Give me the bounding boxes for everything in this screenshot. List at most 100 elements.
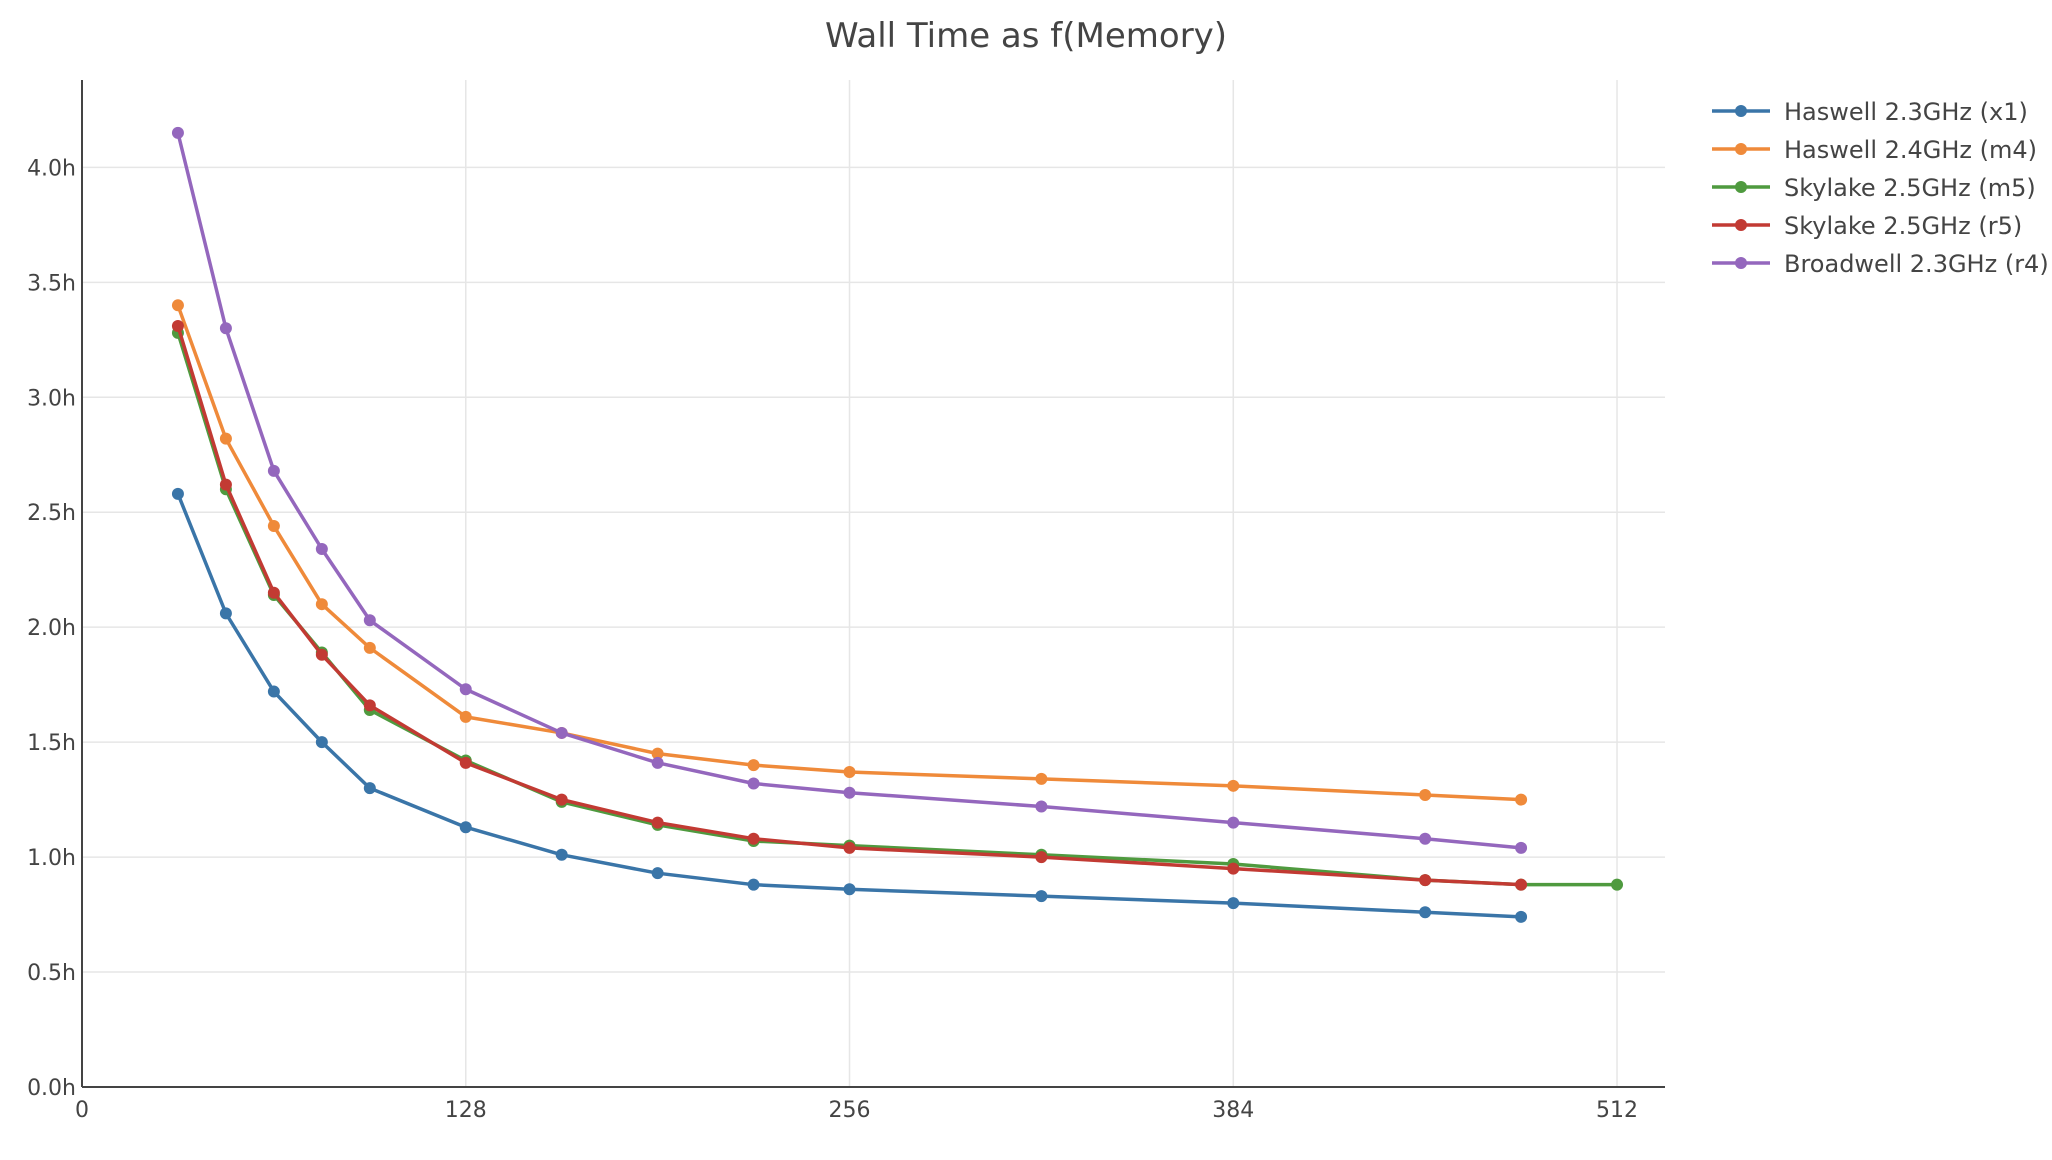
data-point <box>1419 832 1432 845</box>
data-point <box>1035 772 1048 785</box>
data-point <box>1515 841 1528 854</box>
data-point <box>171 487 184 500</box>
data-point <box>1611 878 1624 891</box>
legend-label: Skylake 2.5GHz (r5) <box>1784 212 2022 240</box>
data-point <box>171 126 184 139</box>
data-point <box>1035 851 1048 864</box>
data-point <box>555 726 568 739</box>
legend-item: Broadwell 2.3GHz (r4) <box>1712 250 2049 278</box>
x-tick-label: 128 <box>445 1098 487 1123</box>
data-point <box>1515 910 1528 923</box>
data-point <box>651 756 664 769</box>
data-point <box>219 478 232 491</box>
data-point <box>315 598 328 611</box>
data-point <box>267 520 280 533</box>
legend-swatch-marker <box>1735 257 1747 269</box>
data-point <box>459 683 472 696</box>
x-tick-label: 384 <box>1212 1098 1254 1123</box>
data-point <box>1035 890 1048 903</box>
data-point <box>651 747 664 760</box>
data-point <box>555 848 568 861</box>
series-line <box>176 304 1522 802</box>
legend-item: Haswell 2.4GHz (m4) <box>1712 136 2037 164</box>
y-tick-label: 3.5h <box>27 271 76 296</box>
legend-swatch-marker <box>1735 181 1747 193</box>
data-point <box>267 685 280 698</box>
data-point <box>315 648 328 661</box>
data-point <box>1419 789 1432 802</box>
data-point <box>171 320 184 333</box>
x-tick-label: 256 <box>829 1098 871 1123</box>
data-point <box>459 821 472 834</box>
series-line <box>176 332 1618 887</box>
series-group <box>171 326 1624 891</box>
data-point <box>219 322 232 335</box>
data-point <box>219 432 232 445</box>
data-point <box>459 710 472 723</box>
data-point <box>747 878 760 891</box>
data-point <box>171 299 184 312</box>
legend: Haswell 2.3GHz (x1) Haswell 2.4GHz (m4) Sk… <box>1712 98 2049 278</box>
data-point <box>1035 800 1048 813</box>
data-point <box>843 786 856 799</box>
series-group <box>171 320 1528 891</box>
data-point <box>363 641 376 654</box>
data-point <box>1419 874 1432 887</box>
data-point <box>363 782 376 795</box>
legend-swatch-marker <box>1735 105 1747 117</box>
y-tick-label: 3.0h <box>27 386 76 411</box>
data-point <box>219 607 232 620</box>
data-point <box>651 816 664 829</box>
data-point <box>459 756 472 769</box>
x-tick-labels: 0 128 256 384 512 <box>75 1098 1638 1123</box>
x-tick-label: 512 <box>1596 1098 1638 1123</box>
legend-label: Haswell 2.3GHz (x1) <box>1784 98 2028 126</box>
legend-label: Skylake 2.5GHz (m5) <box>1784 174 2036 202</box>
series-line <box>176 325 1522 887</box>
data-point <box>843 841 856 854</box>
data-point <box>1419 906 1432 919</box>
data-point <box>1515 793 1528 806</box>
series-group <box>171 126 1528 854</box>
y-tick-label: 4.0h <box>27 156 76 181</box>
series-line <box>176 132 1522 850</box>
y-tick-labels: 0.0h 0.5h 1.0h 1.5h 2.0h 2.5h 3.0h 3.5h 4.0h <box>27 156 76 1101</box>
y-tick-label: 2.0h <box>27 616 76 641</box>
data-point <box>363 699 376 712</box>
data-point <box>1515 878 1528 891</box>
series-group <box>171 487 1528 923</box>
legend-item: Skylake 2.5GHz (r5) <box>1712 212 2022 240</box>
data-point <box>843 766 856 779</box>
data-point <box>1227 862 1240 875</box>
data-point <box>363 614 376 627</box>
data-point <box>267 586 280 599</box>
data-point <box>555 793 568 806</box>
chart-title: Wall Time as f(Memory) <box>824 16 1228 56</box>
x-tick-label: 0 <box>75 1098 89 1123</box>
y-tick-label: 0.5h <box>27 961 76 986</box>
data-point <box>1227 779 1240 792</box>
data-point <box>747 777 760 790</box>
data-point <box>1227 897 1240 910</box>
y-tick-label: 1.5h <box>27 731 76 756</box>
data-point <box>651 867 664 880</box>
legend-swatch-marker <box>1735 143 1747 155</box>
legend-label: Broadwell 2.3GHz (r4) <box>1784 250 2049 278</box>
legend-item: Skylake 2.5GHz (m5) <box>1712 174 2036 202</box>
grid-lines <box>82 80 1665 1087</box>
legend-label: Haswell 2.4GHz (m4) <box>1784 136 2037 164</box>
data-point <box>747 759 760 772</box>
series-line <box>176 493 1522 919</box>
y-tick-label: 2.5h <box>27 501 76 526</box>
data-point <box>843 883 856 896</box>
data-point <box>267 464 280 477</box>
legend-swatch-marker <box>1735 219 1747 231</box>
y-tick-label: 0.0h <box>27 1076 76 1101</box>
data-point <box>747 832 760 845</box>
y-tick-label: 1.0h <box>27 846 76 871</box>
data-point <box>315 543 328 556</box>
legend-item: Haswell 2.3GHz (x1) <box>1712 98 2028 126</box>
data-point <box>315 736 328 749</box>
